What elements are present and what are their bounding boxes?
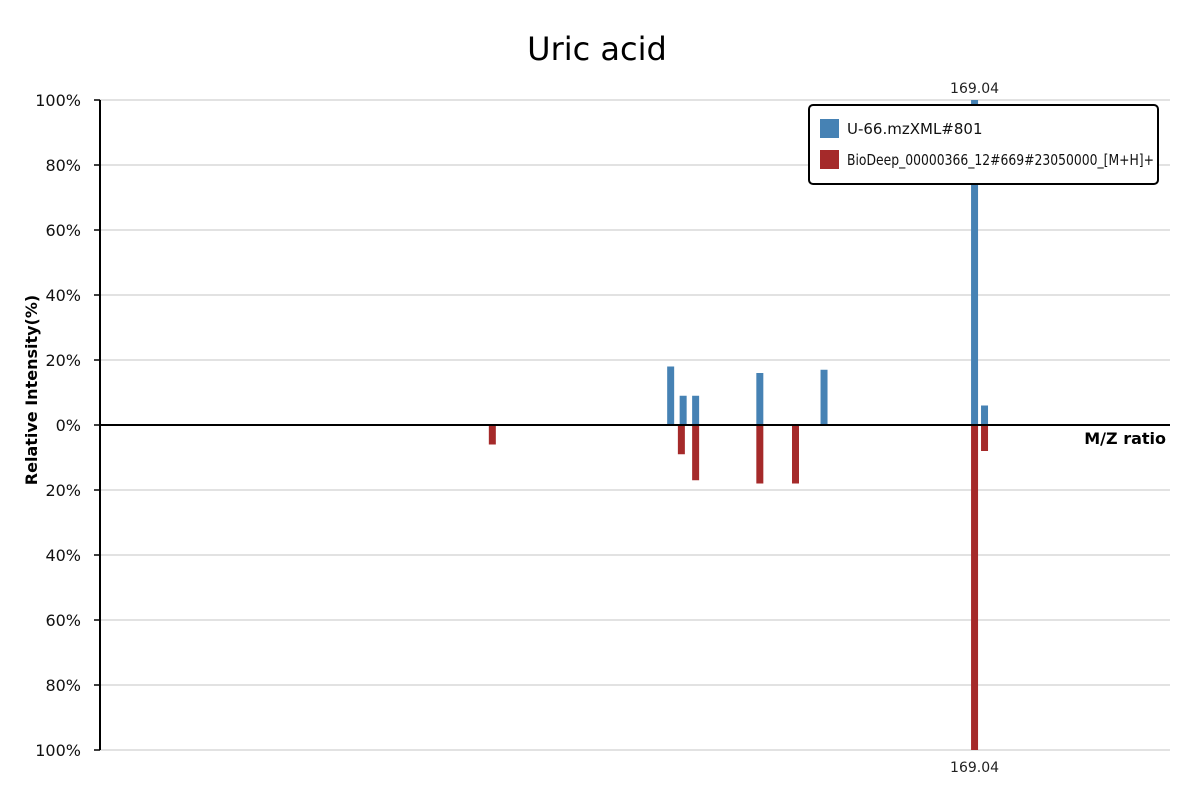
reference-peak-bar — [971, 425, 979, 750]
legend-box — [808, 104, 1159, 185]
legend-swatch-series-1 — [820, 119, 839, 138]
query-top-peak-label: 169.04 — [950, 81, 999, 97]
query-peak-bar — [820, 369, 828, 425]
axes-layer — [99, 100, 1170, 750]
legend: U-66.mzXML#801 BioDeep_00000366_12#669#2… — [808, 104, 1159, 185]
y-tick-label: 60% — [45, 221, 81, 240]
y-tick-label: 60% — [45, 611, 81, 630]
query-peak-bar — [679, 395, 687, 425]
legend-swatch-series-2 — [820, 150, 839, 169]
reference-top-peak-label: 169.04 — [950, 760, 999, 776]
y-tick-label: 20% — [45, 481, 81, 500]
y-tick-label: 0% — [56, 416, 81, 435]
y-tick-label: 100% — [35, 741, 81, 760]
reference-peak-bar — [677, 425, 685, 455]
peak-labels: 169.04 169.04 — [950, 81, 999, 776]
reference-peak-bar — [756, 425, 764, 484]
chart-title: Uric acid — [527, 30, 667, 68]
query-peak-bar — [692, 395, 700, 425]
y-tick-label: 100% — [35, 91, 81, 110]
reference-peak-bar — [692, 425, 700, 481]
query-peak-bar — [971, 100, 979, 425]
reference-peak-bar — [981, 425, 989, 451]
y-axis-title: Relative Intensity(%) — [22, 295, 41, 485]
reference-peak-bar — [792, 425, 799, 484]
query-peak-bar — [756, 373, 764, 425]
reference-peak-bar — [488, 425, 496, 445]
y-tick-label: 20% — [45, 351, 81, 370]
query-peak-bar — [667, 366, 675, 425]
y-tick-label: 40% — [45, 286, 81, 305]
legend-label-series-2: BioDeep_00000366_12#669#23050000_[M+H]+ — [847, 151, 1154, 170]
y-tick-labels: 100% 80% 60% 40% 20% 0% 20% 40% 60% 80% 100% — [35, 91, 100, 760]
y-tick-label: 80% — [45, 676, 81, 695]
x-axis-title: M/Z ratio — [1084, 429, 1166, 448]
bars-layer — [488, 100, 989, 750]
query-peak-bar — [981, 405, 989, 425]
legend-label-series-1: U-66.mzXML#801 — [847, 120, 983, 138]
y-tick-label: 80% — [45, 156, 81, 175]
y-tick-label: 40% — [45, 546, 81, 565]
